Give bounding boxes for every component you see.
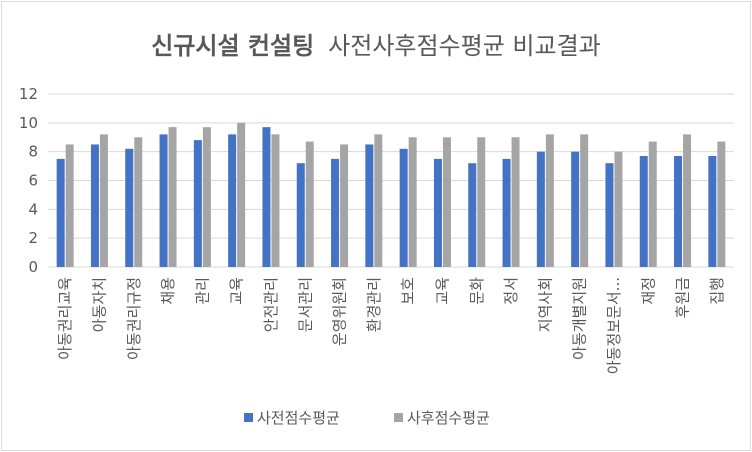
bar-post [65, 144, 74, 267]
x-tick-label: 교육 [433, 277, 451, 305]
bar-pre [228, 134, 237, 267]
x-tick-label: 관리 [193, 277, 211, 305]
bar-post [545, 134, 554, 267]
legend-label: 사전점수평균 [257, 409, 340, 427]
x-tick-label: 재정 [639, 277, 657, 305]
bar-pre [571, 151, 580, 267]
x-tick-label: 운영위원회 [331, 277, 349, 346]
bars [56, 122, 726, 268]
bar-pre [639, 155, 648, 267]
x-tick-label: 문화 [468, 277, 486, 305]
bar-pre [536, 151, 545, 267]
bar-post [202, 127, 211, 268]
gridlines [48, 93, 734, 268]
bar-pre [331, 158, 340, 267]
bar-post [99, 134, 108, 267]
x-tick-label: 보호 [399, 277, 417, 305]
bar-post [168, 127, 177, 268]
y-tick-label: 8 [28, 143, 38, 161]
bar-pre [605, 163, 614, 267]
x-tick-label: 정서 [502, 277, 520, 305]
bar-pre [399, 148, 408, 267]
legend: 사전점수평균 사후점수평균 [244, 409, 490, 427]
bar-pre [90, 144, 99, 267]
x-tick-label: 아동권리규정 [125, 277, 143, 360]
x-tick-label: 교육 [228, 277, 246, 305]
bar-post [717, 141, 726, 267]
bar-post [511, 137, 520, 267]
bar-post [134, 137, 143, 267]
bar-post [408, 137, 417, 267]
x-tick-label: 지역사회 [536, 277, 554, 332]
x-axis-labels: 아동권리교육 아동자치 아동권리규정 채용 관리 교육 안전관리 문서관리 운영위원회 환경관리 보… [56, 277, 726, 374]
y-tick-label: 4 [28, 200, 38, 218]
bar-pre [193, 140, 202, 267]
bar-pre [159, 134, 168, 267]
bar-pre [708, 155, 717, 267]
x-tick-label: 집행 [708, 277, 726, 305]
bar-post [580, 134, 589, 267]
bar-pre [502, 158, 511, 267]
chart-title-rest: 사전사후점수평균 비교결과 [328, 32, 601, 60]
y-tick-label: 12 [19, 85, 38, 103]
y-tick-label: 2 [28, 229, 38, 247]
bar-pre [433, 158, 442, 267]
bar-pre [296, 163, 305, 267]
y-tick-label: 10 [19, 114, 38, 132]
legend-swatch [394, 413, 403, 422]
bar-pre [56, 158, 65, 267]
bar-post [305, 141, 314, 267]
x-tick-label: 후원금 [674, 277, 692, 319]
bar-post [340, 144, 349, 267]
legend-label: 사후점수평균 [407, 409, 490, 427]
bar-pre [365, 144, 374, 267]
bar-post [237, 122, 246, 267]
x-tick-label: 채용 [159, 277, 177, 305]
x-tick-label: 환경관리 [365, 277, 383, 332]
bar-post [442, 137, 451, 267]
chart-title-bold: 신규시설 컨설팅 [151, 32, 314, 60]
y-axis-ticks: 0 2 4 6 8 10 12 [19, 85, 38, 276]
legend-swatch [244, 413, 253, 422]
bar-pre [674, 155, 683, 267]
bar-post [271, 134, 280, 267]
y-tick-label: 6 [28, 172, 38, 190]
x-tick-label: 아동개별지원 [571, 277, 589, 360]
bar-post [374, 134, 383, 267]
y-tick-label: 0 [28, 258, 38, 276]
x-tick-label: 아동정보문서... [605, 277, 623, 374]
x-tick-label: 아동권리교육 [56, 277, 74, 360]
x-tick-label: 문서관리 [296, 277, 314, 332]
bar-post [477, 137, 486, 267]
bar-post [614, 151, 623, 267]
bar-pre [262, 127, 271, 268]
x-tick-label: 아동자치 [90, 277, 108, 332]
x-tick-label: 안전관리 [262, 277, 280, 332]
bar-pre [468, 163, 477, 267]
bar-post [683, 134, 692, 267]
chart-title: 신규시설 컨설팅 사전사후점수평균 비교결과 [151, 32, 601, 60]
bar-pre [125, 148, 134, 267]
bar-post [648, 141, 657, 267]
